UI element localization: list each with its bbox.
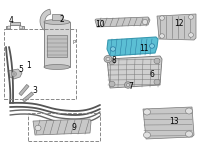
Ellipse shape [154,79,160,85]
Polygon shape [157,14,196,40]
Ellipse shape [144,109,151,115]
Bar [47,35,67,57]
Polygon shape [107,37,158,56]
Ellipse shape [12,72,16,76]
Ellipse shape [160,34,164,38]
Polygon shape [95,17,150,27]
Text: 1: 1 [27,61,31,70]
Ellipse shape [186,108,192,114]
Ellipse shape [188,15,194,19]
Polygon shape [19,84,29,96]
Ellipse shape [19,26,23,29]
Polygon shape [6,22,24,29]
Polygon shape [107,56,162,88]
Polygon shape [8,69,22,79]
Text: 6: 6 [150,70,154,80]
Ellipse shape [154,58,160,64]
Ellipse shape [110,47,116,51]
Ellipse shape [186,131,192,137]
Text: 5: 5 [19,65,23,74]
Text: 12: 12 [174,19,184,28]
Ellipse shape [142,19,148,25]
Ellipse shape [160,16,164,20]
Ellipse shape [44,65,70,70]
Ellipse shape [144,132,151,138]
Ellipse shape [124,82,132,88]
Ellipse shape [106,57,110,61]
Bar [52,14,62,20]
Ellipse shape [150,44,154,48]
Ellipse shape [188,33,194,37]
Text: P: P [72,40,76,45]
Ellipse shape [35,125,41,131]
Polygon shape [33,119,91,135]
Bar [4,29,76,99]
Text: 8: 8 [112,56,116,65]
Polygon shape [40,9,51,31]
Ellipse shape [104,56,112,62]
Polygon shape [22,92,34,102]
Polygon shape [143,107,194,139]
Ellipse shape [13,73,15,75]
Ellipse shape [109,59,115,65]
Text: 2: 2 [60,15,64,24]
Ellipse shape [126,83,130,86]
Bar [28,113,100,141]
Text: 13: 13 [169,117,179,126]
Text: 9: 9 [72,123,76,132]
Ellipse shape [44,20,70,25]
Text: 3: 3 [33,86,37,95]
Bar [44,22,70,67]
Ellipse shape [7,26,11,29]
Text: 7: 7 [129,82,133,91]
Text: 10: 10 [95,20,105,30]
Text: 4: 4 [9,16,13,25]
Text: 11: 11 [139,44,149,53]
Ellipse shape [98,20,102,26]
Ellipse shape [109,81,115,87]
